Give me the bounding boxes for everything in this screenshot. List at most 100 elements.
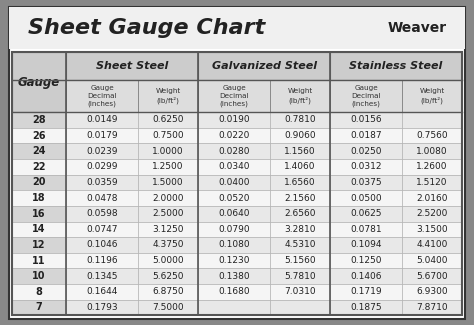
Text: 4.4100: 4.4100	[416, 240, 448, 250]
Bar	[138, 222, 198, 237]
Text: 0.1046: 0.1046	[86, 240, 118, 250]
Text: 0.1875: 0.1875	[350, 303, 382, 312]
Text: 0.7810: 0.7810	[284, 115, 316, 124]
Text: 4.5310: 4.5310	[284, 240, 316, 250]
Text: 16: 16	[32, 209, 46, 219]
Text: Sheet Steel: Sheet Steel	[96, 61, 168, 71]
Text: 0.0520: 0.0520	[219, 194, 250, 202]
Text: 2.1560: 2.1560	[284, 194, 316, 202]
Text: 7.0310: 7.0310	[284, 287, 316, 296]
Text: 0.7560: 0.7560	[416, 131, 448, 140]
Text: 0.0187: 0.0187	[350, 131, 382, 140]
Text: 8: 8	[36, 287, 43, 297]
Bar	[330, 300, 402, 315]
Bar	[66, 175, 138, 190]
Text: 0.0375: 0.0375	[350, 178, 382, 187]
Bar	[270, 190, 330, 206]
Text: 0.0156: 0.0156	[350, 115, 382, 124]
Text: 0.1644: 0.1644	[87, 287, 118, 296]
Bar	[270, 128, 330, 143]
Text: Weight
(lb/ft²): Weight (lb/ft²)	[419, 88, 445, 104]
Text: 0.1406: 0.1406	[350, 272, 382, 281]
Bar	[198, 190, 270, 206]
Bar	[330, 52, 462, 80]
Bar	[198, 268, 270, 284]
Bar	[330, 268, 402, 284]
Bar	[66, 284, 138, 300]
Bar	[402, 112, 462, 128]
Bar	[270, 300, 330, 315]
Bar	[66, 300, 138, 315]
Bar	[66, 253, 138, 268]
Bar	[330, 253, 402, 268]
Text: 1.5120: 1.5120	[416, 178, 448, 187]
Text: 22: 22	[32, 162, 46, 172]
Bar	[402, 253, 462, 268]
Bar	[330, 112, 402, 128]
Text: 1.6560: 1.6560	[284, 178, 316, 187]
FancyBboxPatch shape	[9, 6, 465, 318]
Bar	[198, 253, 270, 268]
Text: 5.6700: 5.6700	[416, 272, 448, 281]
Text: Gauge: Gauge	[18, 76, 60, 89]
Text: 1.0080: 1.0080	[416, 147, 448, 156]
Text: Stainless Steel: Stainless Steel	[349, 61, 443, 71]
Bar	[198, 175, 270, 190]
Text: Gauge
Decimal
(inches): Gauge Decimal (inches)	[219, 85, 249, 107]
Text: 12: 12	[32, 240, 46, 250]
Text: Weight
(lb/ft²): Weight (lb/ft²)	[287, 88, 313, 104]
Bar	[330, 143, 402, 159]
Bar	[402, 206, 462, 222]
Text: 0.0250: 0.0250	[350, 147, 382, 156]
Text: 5.0000: 5.0000	[152, 256, 184, 265]
Text: Galvanized Steel: Galvanized Steel	[212, 61, 317, 71]
Text: 0.0625: 0.0625	[350, 209, 382, 218]
Text: 14: 14	[32, 224, 46, 234]
Bar	[66, 80, 138, 112]
Bar	[12, 52, 462, 315]
Bar	[402, 190, 462, 206]
Text: 0.1380: 0.1380	[219, 272, 250, 281]
Text: 0.0640: 0.0640	[219, 209, 250, 218]
Bar	[270, 253, 330, 268]
Text: 3.2810: 3.2810	[284, 225, 316, 234]
Bar	[66, 52, 198, 80]
Text: 0.0747: 0.0747	[86, 225, 118, 234]
Text: Weaver: Weaver	[388, 20, 447, 35]
Bar	[330, 222, 402, 237]
Bar	[402, 143, 462, 159]
Text: Gauge
Decimal
(inches): Gauge Decimal (inches)	[87, 85, 117, 107]
Bar	[138, 128, 198, 143]
Bar	[270, 112, 330, 128]
Bar	[12, 52, 66, 112]
Text: 5.1560: 5.1560	[284, 256, 316, 265]
Bar	[198, 128, 270, 143]
Text: 0.1196: 0.1196	[86, 256, 118, 265]
Bar	[330, 206, 402, 222]
Bar	[402, 222, 462, 237]
Bar	[198, 284, 270, 300]
Bar	[330, 175, 402, 190]
Bar	[138, 190, 198, 206]
Bar	[402, 128, 462, 143]
Text: Gauge
Decimal
(inches): Gauge Decimal (inches)	[351, 85, 381, 107]
Text: 0.0239: 0.0239	[86, 147, 118, 156]
Bar	[12, 112, 66, 128]
Text: 1.2500: 1.2500	[153, 162, 184, 171]
Bar	[330, 128, 402, 143]
Bar	[66, 206, 138, 222]
Text: Weight
(lb/ft²): Weight (lb/ft²)	[155, 88, 181, 104]
Bar	[66, 268, 138, 284]
Bar	[198, 112, 270, 128]
Bar	[66, 143, 138, 159]
Bar	[330, 284, 402, 300]
Text: 0.6250: 0.6250	[153, 115, 184, 124]
Text: 5.7810: 5.7810	[284, 272, 316, 281]
Bar	[330, 80, 402, 112]
Text: 7.8710: 7.8710	[416, 303, 448, 312]
Bar	[198, 237, 270, 253]
Bar	[138, 206, 198, 222]
Bar	[402, 237, 462, 253]
Text: 0.0359: 0.0359	[86, 178, 118, 187]
FancyBboxPatch shape	[9, 6, 465, 49]
